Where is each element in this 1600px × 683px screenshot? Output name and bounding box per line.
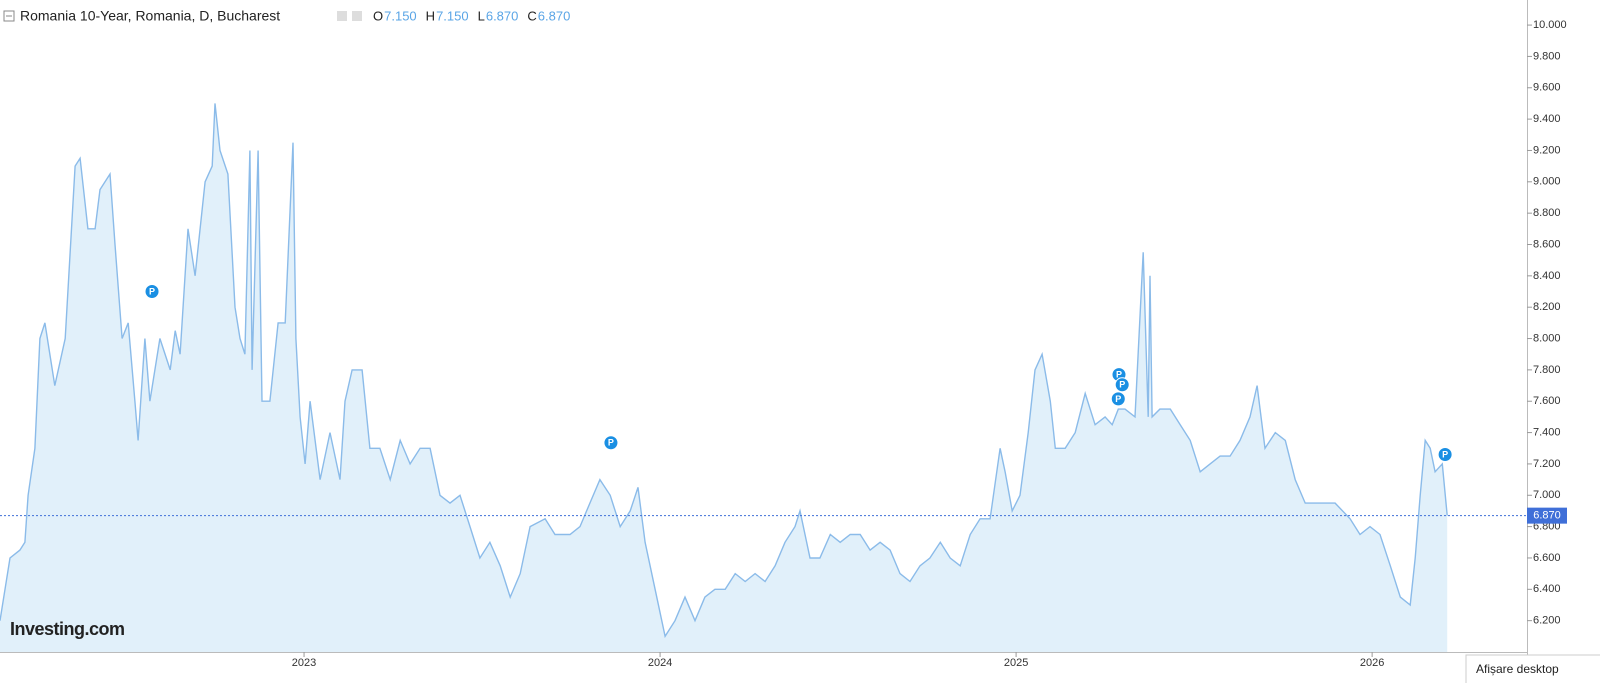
y-tick-label: 9.800 [1533,50,1561,62]
annotation-marker [144,284,160,300]
y-tick-label: 7.600 [1533,395,1561,407]
last-price-label: 6.870 [1533,510,1561,522]
footer-button-label: Afișare desktop [1476,662,1559,676]
y-tick-label: 7.400 [1533,426,1561,438]
y-tick-label: 8.200 [1533,301,1561,313]
y-tick-label: 6.400 [1533,583,1561,595]
y-tick-label: 8.600 [1533,238,1561,250]
ohlc-key: O [373,8,383,23]
y-tick-label: 6.200 [1533,615,1561,627]
annotation-label: P [1115,394,1121,404]
overlay: Romania 10-Year, Romania, D, Bucharest O… [3,8,571,24]
x-tick-label: 2025 [1004,657,1028,669]
annotation-marker [1114,377,1130,393]
y-tick-label: 9.000 [1533,176,1561,188]
y-tick-label: 6.600 [1533,552,1561,564]
annotation-label: P [1442,449,1448,459]
y-tick-label: 8.000 [1533,332,1561,344]
x-tick-label: 2023 [292,657,316,669]
logo: Investing.com [10,619,125,639]
y-tick-label: 7.000 [1533,489,1561,501]
settings-icon [337,11,347,21]
annotation-marker [603,435,619,451]
annotation-label: P [1119,380,1125,390]
ohlc-value: 6.870 [486,8,519,23]
x-tick-label: 2024 [648,657,672,669]
chart-title: Romania 10-Year, Romania, D, Bucharest [20,8,280,24]
annotation-marker [1110,391,1126,407]
annotation-label: P [1116,369,1122,379]
annotation-label: P [608,438,614,448]
y-tick-label: 7.800 [1533,364,1561,376]
ohlc-key: H [426,8,435,23]
y-tick-label: 9.400 [1533,113,1561,125]
collapse-icon[interactable] [3,10,15,22]
y-tick-label: 8.400 [1533,270,1561,282]
last-price-box [1527,507,1567,524]
y-tick-label: 9.600 [1533,82,1561,94]
settings-icon [352,11,362,21]
ohlc-value: 7.150 [436,8,469,23]
x-tick-label: 2026 [1360,657,1384,669]
ohlc-value: 6.870 [538,8,571,23]
y-tick-label: 8.800 [1533,207,1561,219]
y-tick-label: 7.200 [1533,458,1561,470]
ohlc-key: C [527,8,536,23]
y-tick-label: 10.000 [1533,19,1567,31]
footer-button[interactable] [1465,654,1600,683]
area-line [0,103,1448,639]
ohlc-key: L [478,8,485,23]
annotation-label: P [149,286,155,296]
annotation-marker [1437,447,1453,463]
ohlc-value: 7.150 [384,8,417,23]
area-fill [0,103,1448,652]
y-tick-label: 9.200 [1533,144,1561,156]
